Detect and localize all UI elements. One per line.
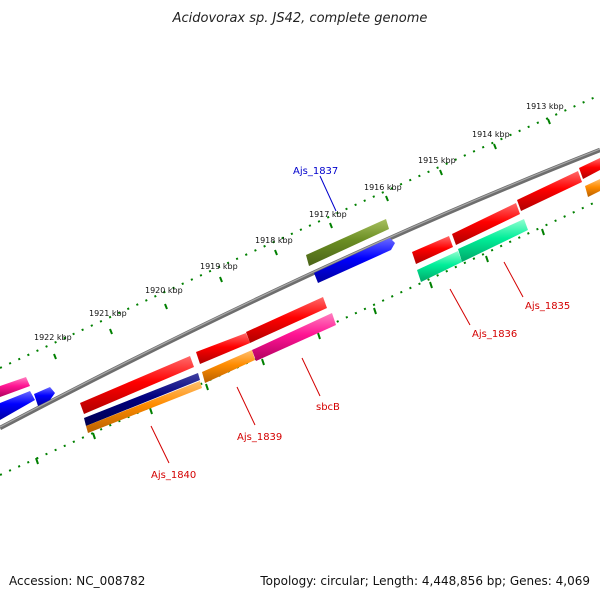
tick-mark bbox=[274, 249, 278, 256]
tick-label: 1917 kbp bbox=[309, 210, 347, 219]
tick-label: 1913 kbp bbox=[526, 102, 564, 111]
tick-mark bbox=[485, 255, 489, 263]
tick-mark bbox=[541, 228, 545, 236]
gene-red-right-1[interactable] bbox=[412, 236, 453, 264]
gene-red-right-4[interactable] bbox=[579, 158, 600, 179]
tick-mark bbox=[53, 353, 57, 360]
tick-mark bbox=[205, 383, 209, 391]
tick-labels: 1913 kbp 1914 kbp 1915 kbp 1916 kbp 1917… bbox=[34, 102, 564, 342]
gene-red-right-3[interactable] bbox=[517, 171, 582, 211]
gene-ajs-1836[interactable] bbox=[417, 251, 462, 282]
tick-mark bbox=[329, 222, 333, 229]
gene-label-sbcb[interactable]: sbcB bbox=[316, 402, 340, 413]
gene-ajs-1840-navy[interactable] bbox=[84, 373, 200, 426]
gene-track-left-group bbox=[0, 297, 336, 433]
callout-ajs-1836 bbox=[449, 288, 471, 326]
callout-lines bbox=[150, 175, 524, 464]
gene-red-mid[interactable] bbox=[196, 333, 250, 364]
gene-label-ajs-1840[interactable]: Ajs_1840 bbox=[151, 470, 196, 481]
gene-track-outer bbox=[306, 219, 395, 283]
tick-mark bbox=[35, 457, 39, 465]
gene-ajs-1840-red[interactable] bbox=[80, 356, 194, 414]
tick-label: 1920 kbp bbox=[145, 286, 183, 295]
map-title: Acidovorax sp. JS42, complete genome bbox=[172, 11, 428, 26]
gene-partial-pink[interactable] bbox=[0, 377, 30, 397]
callout-ajs-1837 bbox=[319, 175, 337, 212]
genome-backbone-highlight bbox=[0, 148, 600, 428]
tick-label: 1916 kbp bbox=[364, 183, 402, 192]
gene-sbcb[interactable] bbox=[252, 313, 336, 361]
inner-tick-marks bbox=[35, 228, 545, 465]
tick-mark bbox=[92, 432, 96, 440]
tick-label: 1919 kbp bbox=[200, 262, 238, 271]
gene-ajs-1840[interactable] bbox=[86, 381, 202, 433]
tick-label: 1914 kbp bbox=[472, 130, 510, 139]
gene-label-ajs-1839[interactable]: Ajs_1839 bbox=[237, 432, 282, 443]
tick-mark bbox=[439, 169, 443, 176]
tick-mark bbox=[149, 407, 153, 415]
tick-mark bbox=[429, 281, 433, 289]
gene-ajs-1839[interactable] bbox=[202, 350, 255, 383]
gene-red-right-2[interactable] bbox=[452, 203, 520, 245]
genome-summary-text: Topology: circular; Length: 4,448,856 bp… bbox=[259, 574, 590, 588]
gene-ajs-1835[interactable] bbox=[458, 219, 528, 262]
accession-text: Accession: NC_008782 bbox=[9, 574, 145, 588]
outer-tick-marks bbox=[53, 118, 551, 360]
tick-mark bbox=[493, 143, 497, 150]
tick-label: 1918 kbp bbox=[255, 236, 293, 245]
gene-ajs-1837-feature[interactable] bbox=[306, 219, 389, 266]
tick-mark bbox=[547, 118, 551, 125]
callout-sbcb bbox=[301, 357, 321, 397]
callout-ajs-1840 bbox=[150, 425, 170, 464]
gene-partial-blue-small[interactable] bbox=[34, 387, 55, 406]
gene-label-ajs-1836[interactable]: Ajs_1836 bbox=[472, 329, 517, 340]
tick-mark bbox=[261, 358, 265, 366]
tick-mark bbox=[373, 307, 377, 315]
callout-ajs-1839 bbox=[236, 386, 256, 426]
gene-label-ajs-1835[interactable]: Ajs_1835 bbox=[525, 301, 570, 312]
callout-ajs-1835 bbox=[503, 261, 524, 298]
tick-label: 1915 kbp bbox=[418, 156, 456, 165]
tick-mark bbox=[219, 276, 223, 283]
genome-backbone bbox=[0, 147, 600, 430]
tick-mark bbox=[164, 303, 168, 310]
gene-partial-blue[interactable] bbox=[0, 391, 35, 420]
gene-labels: Ajs_1837 Ajs_1835 Ajs_1836 sbcB Ajs_1839… bbox=[151, 166, 570, 481]
tick-mark bbox=[317, 332, 321, 340]
tick-label: 1921 kbp bbox=[89, 309, 127, 318]
tick-mark bbox=[385, 195, 389, 202]
tick-mark bbox=[109, 328, 113, 335]
gene-red-long[interactable] bbox=[246, 297, 327, 343]
gene-orange-right[interactable] bbox=[585, 179, 600, 197]
outer-ruler bbox=[0, 94, 600, 369]
gene-track-right-group bbox=[412, 158, 600, 282]
gene-ajs-1837[interactable] bbox=[314, 238, 395, 283]
tick-label: 1922 kbp bbox=[34, 333, 72, 342]
gene-label-ajs-1837[interactable]: Ajs_1837 bbox=[293, 166, 338, 177]
